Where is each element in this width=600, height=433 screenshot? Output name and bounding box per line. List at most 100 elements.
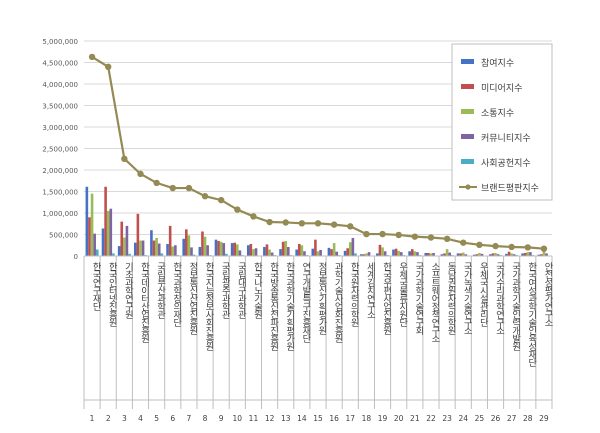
brand-index-point-4 (137, 170, 144, 178)
brand-index-point-10 (234, 206, 241, 213)
bar-5-2 (112, 253, 115, 256)
category-label: 우체국물류지원단 (397, 262, 408, 327)
brand-index-point-19 (379, 230, 386, 238)
bar-4-3 (125, 225, 129, 256)
rank-label: 7 (187, 414, 192, 423)
category-label: 한국원자력의학원 (348, 262, 359, 327)
bar-3-6 (171, 246, 175, 256)
bar-4-27 (512, 254, 516, 256)
y-tick-label: 500,000 (49, 232, 78, 240)
brand-index-point-7 (185, 184, 193, 192)
bar-3-1 (90, 193, 94, 256)
category-label: 국립대구과학관 (235, 262, 246, 319)
bar-4-11 (254, 248, 258, 256)
bar-3-8 (203, 236, 207, 256)
bar-1-12 (263, 246, 266, 256)
bar-3-17 (348, 242, 352, 256)
category-label: 소프트웨어정책연구소 (429, 262, 440, 342)
legend-swatch (461, 109, 474, 114)
category-label: 국립광주과학관 (219, 262, 230, 319)
bar-2-16 (330, 249, 333, 256)
rank-label: 10 (233, 414, 243, 423)
brand-index-point-26 (492, 242, 499, 250)
bar-1-26 (489, 254, 492, 256)
brand-index-point-20 (395, 231, 402, 239)
bar-2-5 (152, 240, 156, 256)
bar-3-20 (397, 250, 400, 256)
category-label: 국가녹색기술연구소 (461, 262, 472, 334)
bar-3-12 (268, 249, 271, 256)
brand-index-point-13 (282, 219, 289, 226)
rank-label: 28 (523, 414, 533, 423)
bar-3-11 (252, 249, 255, 256)
bar-1-11 (246, 245, 250, 256)
category-label: 한국여성과학기술인육성재단 (526, 262, 537, 367)
category-label: 한국과학창의재단 (171, 262, 182, 327)
y-tick-label: 0 (74, 253, 78, 261)
bar-3-24 (461, 252, 465, 256)
y-tick-label: 1,000,000 (42, 210, 78, 218)
bar-2-18 (362, 254, 366, 256)
bar-4-23 (448, 252, 452, 256)
rank-label: 6 (170, 414, 175, 423)
brand-index-point-12 (266, 218, 273, 226)
rank-label: 9 (219, 414, 224, 423)
brand-index-point-27 (508, 243, 515, 251)
bar-2-9 (217, 240, 220, 256)
bar-3-23 (445, 249, 449, 256)
legend-swatch (461, 59, 474, 64)
brand-index-point-23 (443, 235, 451, 242)
brand-index-point-6 (169, 184, 176, 192)
bar-2-2 (104, 186, 107, 256)
bar-3-22 (429, 253, 433, 256)
brand-index-point-9 (217, 196, 225, 204)
category-label: 한국나노기술원 (251, 262, 262, 319)
bar-3-26 (494, 252, 497, 256)
y-tick-label: 2,500,000 (42, 146, 78, 154)
brand-index-point-21 (411, 233, 419, 240)
bar-2-11 (249, 243, 253, 256)
rank-label: 5 (154, 414, 159, 423)
brand-index-point-1 (88, 53, 96, 61)
rank-label: 22 (426, 414, 436, 423)
brand-index-point-11 (250, 213, 257, 220)
rank-label: 26 (491, 414, 501, 423)
bar-2-25 (475, 254, 479, 256)
bar-2-4 (136, 213, 140, 256)
bar-4-15 (319, 249, 322, 256)
brand-index-point-5 (153, 179, 160, 187)
category-label: 우체국시설관리단 (477, 262, 488, 327)
bar-2-29 (540, 254, 543, 256)
brand-index-point-24 (460, 239, 467, 246)
category-label: 연구개발특구진흥재단 (300, 262, 311, 343)
legend-box (451, 43, 553, 201)
bar-2-14 (297, 243, 301, 256)
rank-label: 19 (378, 414, 388, 423)
bar-3-16 (332, 243, 336, 256)
bar-3-15 (316, 251, 320, 256)
rank-label: 15 (313, 414, 323, 423)
bar-2-1 (88, 217, 91, 256)
bar-1-23 (440, 254, 444, 256)
rank-label: 25 (475, 414, 485, 423)
bar-1-3 (117, 246, 121, 256)
bar-1-27 (505, 253, 508, 256)
bar-3-19 (381, 247, 384, 256)
bar-3-5 (155, 237, 158, 256)
bar-3-13 (284, 240, 288, 256)
category-label: 국가과학기술인력개발원 (510, 262, 521, 351)
bar-1-18 (359, 254, 363, 256)
bar-3-21 (413, 251, 417, 256)
rank-label: 24 (458, 414, 468, 423)
rank-label: 23 (442, 414, 452, 423)
bar-1-9 (214, 239, 218, 256)
bar-2-28 (523, 252, 527, 256)
category-label: 기초과학연구원 (122, 262, 133, 319)
bar-2-19 (378, 244, 382, 256)
bar-2-3 (120, 221, 124, 256)
rank-label: 4 (138, 414, 143, 423)
rank-label: 1 (90, 414, 95, 423)
rank-label: 12 (265, 414, 275, 423)
